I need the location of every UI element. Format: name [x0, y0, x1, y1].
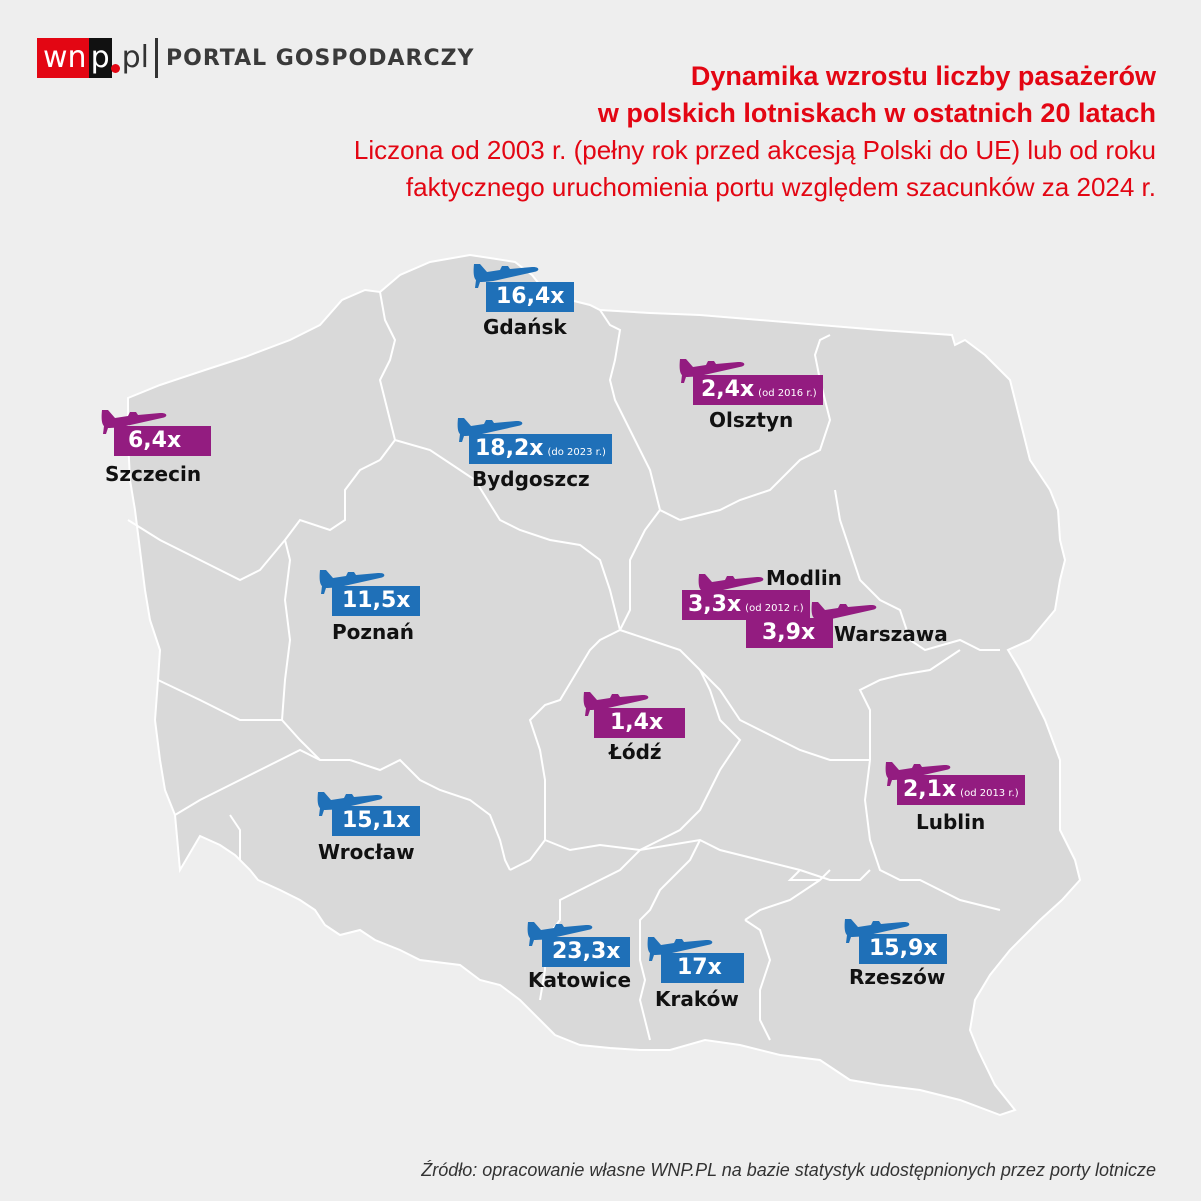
growth-badge: 23,3x: [542, 937, 631, 967]
growth-badge: 3,9x: [746, 618, 834, 648]
logo-dot-icon: [110, 64, 120, 73]
title-line-2: w polskich lotniskach w ostatnich 20 lat…: [597, 98, 1156, 128]
growth-badge: 15,9x: [859, 934, 948, 964]
subtitle-line-1: Liczona od 2003 r. (pełny rok przed akce…: [353, 135, 1156, 165]
logo-divider: [155, 38, 158, 78]
city-label: Katowice: [528, 968, 632, 992]
growth-badge: 18,2x (do 2023 r.): [469, 434, 612, 464]
city-label: Rzeszów: [849, 965, 946, 989]
growth-badge: 6,4x: [114, 426, 212, 456]
city-label: Kraków: [655, 987, 739, 1011]
city-label: Szczecin: [105, 462, 202, 486]
city-label: Olsztyn: [709, 408, 794, 432]
growth-badge: 17x: [661, 953, 744, 983]
growth-badge: 16,4x: [486, 282, 575, 312]
source-note: Źródło: opracowanie własne WNP.PL na baz…: [421, 1160, 1156, 1180]
logo-box: wn p: [37, 38, 120, 78]
growth-badge: 15,1x: [332, 806, 421, 836]
title-block: Dynamika wzrostu liczby pasażerów w pols…: [354, 58, 1156, 206]
growth-badge: 2,4x (od 2016 r.): [693, 375, 823, 405]
growth-badge: 11,5x: [332, 586, 421, 616]
city-label: Modlin: [766, 566, 842, 590]
logo-p: p: [88, 38, 120, 78]
city-label: Wrocław: [318, 840, 415, 864]
city-label: Lublin: [916, 810, 986, 834]
logo-pl: pl: [121, 40, 149, 75]
logo-portal-text: PORTAL GOSPODARCZY: [166, 45, 475, 71]
city-label: Warszawa: [834, 622, 948, 646]
city-label: Bydgoszcz: [472, 467, 590, 491]
growth-badge: 2,1x (od 2013 r.): [897, 775, 1025, 805]
voivodeship-borders: [127, 291, 1001, 1041]
city-label: Gdańsk: [483, 315, 567, 339]
growth-badge: 1,4x: [594, 708, 686, 738]
wnp-logo: wn p pl PORTAL GOSPODARCZY: [37, 38, 474, 78]
subtitle-line-2: faktycznego uruchomienia portu względem …: [405, 172, 1156, 202]
city-label: Łódź: [609, 740, 662, 764]
growth-badge: 3,3x (od 2012 r.): [682, 590, 810, 620]
title-line-1: Dynamika wzrostu liczby pasażerów: [690, 61, 1156, 91]
city-label: Poznań: [332, 620, 415, 644]
logo-wn: wn: [37, 38, 89, 78]
